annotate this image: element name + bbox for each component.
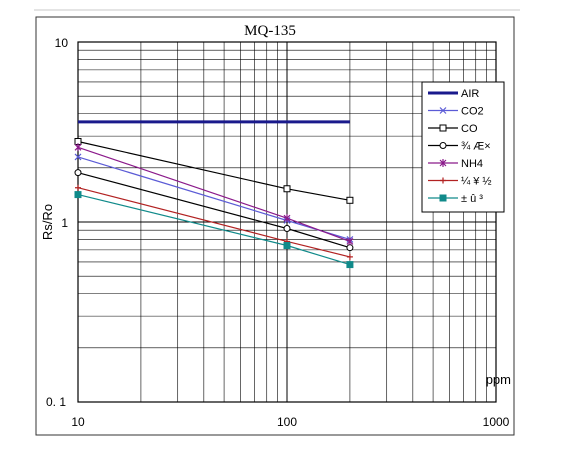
- data-point-series-4-1: [74, 169, 82, 177]
- legend-label-2: CO2: [461, 106, 484, 118]
- legend-label-5: NH4: [461, 158, 483, 170]
- legend-label-4: ¾ Æ×: [461, 141, 491, 153]
- data-point-series-6-3: [346, 253, 353, 260]
- data-point-series-5-3: [346, 237, 354, 246]
- data-point-series-6-1: [75, 184, 81, 191]
- y-tick-label-10: 10: [55, 36, 69, 50]
- chart-title: MQ-135: [244, 23, 296, 39]
- plot-border: [77, 41, 497, 403]
- legend-label-3: CO: [461, 123, 478, 135]
- legend-label-1: AIR: [461, 88, 479, 100]
- series-line-3: [77, 140, 351, 201]
- y-axis-label: Rs/Ro: [40, 204, 55, 240]
- series-line-4: [77, 172, 351, 249]
- series-line-7: [77, 194, 351, 266]
- data-point-series-3-3: [346, 196, 354, 204]
- data-point-series-7-3: [346, 261, 354, 269]
- data-point-series-7-2: [283, 242, 291, 250]
- data-point-series-5-2: [283, 214, 291, 223]
- y-tick-label-1: 1: [61, 216, 68, 230]
- legend-box: [421, 81, 505, 213]
- data-point-series-3-2: [283, 185, 291, 193]
- legend-marker-6: [440, 177, 446, 184]
- y-tick-label-0.1: 0. 1: [46, 395, 66, 409]
- x-unit-label: ppm: [486, 372, 511, 387]
- legend-marker-5: [439, 159, 447, 167]
- legend-marker-2: [439, 107, 447, 114]
- legend-marker-4: [439, 142, 447, 149]
- outer-frame: [35, 16, 515, 436]
- x-tick-label-1000: 1000: [483, 415, 510, 429]
- legend-label-7: ± û ³: [461, 193, 483, 205]
- x-tick-label-100: 100: [277, 415, 297, 429]
- legend-label-6: ¼ ¥ ½: [461, 176, 492, 188]
- legend-marker-7: [439, 194, 447, 202]
- data-point-series-7-1: [74, 191, 82, 199]
- legend-marker-3: [439, 124, 447, 132]
- data-point-series-5-1: [74, 143, 82, 152]
- x-tick-label-10: 10: [71, 415, 85, 429]
- series-layer: [74, 120, 354, 269]
- legend: AIR CO2 CO ¾ Æ× NH4 ¼ ¥ ½ ± û ³: [421, 81, 505, 213]
- data-point-series-2-1: [74, 153, 82, 161]
- data-point-series-4-2: [283, 225, 291, 233]
- data-point-series-4-3: [346, 244, 354, 252]
